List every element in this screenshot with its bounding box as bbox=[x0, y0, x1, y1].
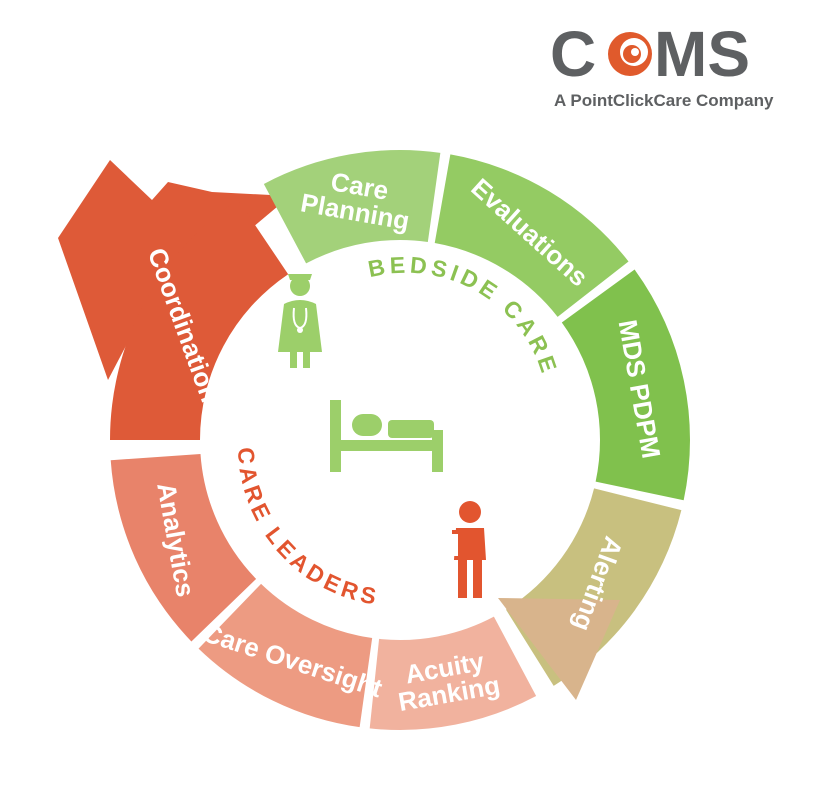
logo-letters-ms: MS bbox=[654, 18, 750, 90]
segment-evaluations bbox=[434, 154, 629, 317]
segment-care-oversight bbox=[198, 583, 373, 728]
segment-acuity-ranking bbox=[369, 616, 537, 730]
logo-tagline: A PointClickCare Company bbox=[554, 91, 774, 110]
care-leader-icon bbox=[448, 501, 486, 598]
nurse-icon bbox=[278, 274, 322, 368]
segment-coordination bbox=[110, 199, 289, 440]
segment-mds-pdpm bbox=[561, 269, 690, 501]
ring-segments bbox=[58, 150, 690, 730]
logo-swirl-icon bbox=[608, 32, 652, 76]
segment-care-planning bbox=[263, 150, 441, 264]
logo-letter-c: C bbox=[550, 18, 596, 90]
coms-logo: C MS A PointClickCare Company bbox=[548, 18, 798, 114]
alerting-arrowhead bbox=[498, 598, 620, 700]
care-leaders-title: CARE LEADERS bbox=[233, 446, 382, 610]
segment-analytics bbox=[110, 453, 257, 642]
bed-icon bbox=[330, 400, 443, 472]
